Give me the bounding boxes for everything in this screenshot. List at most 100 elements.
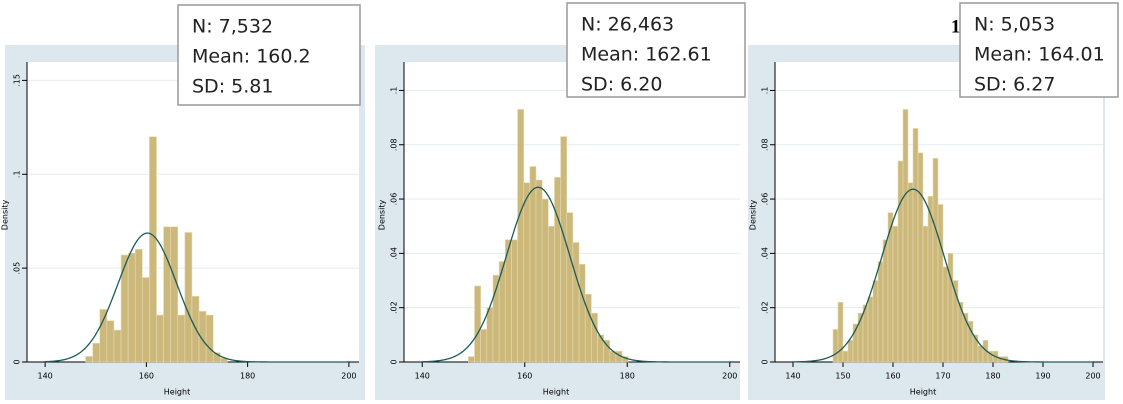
bar [554,177,561,363]
x-tick-label: 180 [620,372,635,381]
x-tick-label: 170 [935,372,950,381]
annotation-text: N: 26,463 [581,14,674,36]
bar [92,342,101,363]
y-tick-label: .1 [390,87,399,95]
x-tick-label: 140 [785,372,800,381]
y-tick-label: .04 [390,247,399,260]
bar [942,266,949,363]
x-tick-label: 180 [985,372,1000,381]
x-tick-label: 140 [415,372,430,381]
bar [907,182,914,363]
bar [584,293,592,363]
bar [892,225,899,363]
bar [517,109,525,363]
y-tick-label: .1 [13,170,22,178]
y-tick-label: .1 [761,87,770,95]
x-tick-label: 200 [722,372,737,381]
y-tick-label: .02 [761,301,770,314]
x-tick-label: 160 [885,372,900,381]
bar [917,152,924,363]
annotation-text: N: 5,053 [974,14,1055,36]
bar [184,232,193,363]
annotation-box [177,4,361,106]
y-tick-label: 0 [13,359,22,364]
bar [468,356,475,363]
y-axis-label: Density [749,200,758,231]
normal-curve [422,186,730,363]
annotation-box [566,2,746,98]
y-tick-label: .06 [761,193,770,206]
bar [474,285,481,363]
bar [205,314,214,363]
x-tick-label: 140 [37,372,52,381]
bar [603,339,611,363]
bar [937,204,944,363]
bar [149,136,157,363]
y-tick-label: .02 [390,301,399,314]
bar [85,356,94,363]
y-tick-label: 0 [390,359,399,364]
bar [877,261,884,363]
annotation-box [959,2,1119,98]
x-tick-label: 200 [341,372,356,381]
bar [541,198,549,363]
normal-curve [792,188,1093,363]
bar [872,280,879,363]
bar [156,314,164,363]
y-tick-label: .06 [390,193,399,206]
bar [897,160,904,363]
x-tick-label: 150 [835,372,850,381]
y-tick-label: 0 [761,359,770,364]
bar [548,225,555,363]
y-tick-label: .08 [761,138,770,151]
bar [142,277,150,363]
x-axis-label: Height [543,388,569,397]
bar [535,179,543,363]
bar [902,109,909,363]
bar [163,226,171,363]
bar [560,136,568,363]
bar [977,345,984,363]
bar [99,309,108,363]
bar [847,339,854,363]
bar [922,225,929,363]
annotation-text: N: 7,532 [192,16,273,38]
bar [486,307,494,363]
x-tick-label: 180 [240,372,255,381]
bar [523,182,531,363]
bar [837,301,844,363]
bar [480,329,488,363]
bar [912,128,919,363]
bar [170,226,179,363]
bar [113,329,122,363]
x-axis-label: Height [164,388,190,397]
annotation-text: SD: 6.20 [581,74,662,96]
bar [572,242,580,363]
y-axis-label: Density [378,200,387,231]
y-tick-label: .15 [13,74,22,87]
annotation-text: SD: 5.81 [192,76,273,98]
bar [932,158,939,363]
bar [882,239,889,363]
bar [134,249,143,363]
y-tick-label: .08 [390,138,399,151]
x-tick-label: 160 [517,372,532,381]
bar [566,212,574,363]
bar [120,254,129,363]
bar [106,320,115,363]
x-tick-label: 200 [1085,372,1100,381]
bar [127,252,136,363]
bar [177,314,186,363]
x-axis-label: Height [910,388,936,397]
x-tick-label: 190 [1035,372,1050,381]
bar [212,352,221,363]
bar [578,263,586,363]
annotation-text: Mean: 162.61 [581,44,712,66]
bar [842,350,849,363]
y-tick-label: .04 [761,247,770,260]
annotation-text: SD: 6.27 [974,74,1055,96]
bar [511,239,518,363]
bar [927,196,934,363]
y-tick-label: .05 [13,262,22,275]
